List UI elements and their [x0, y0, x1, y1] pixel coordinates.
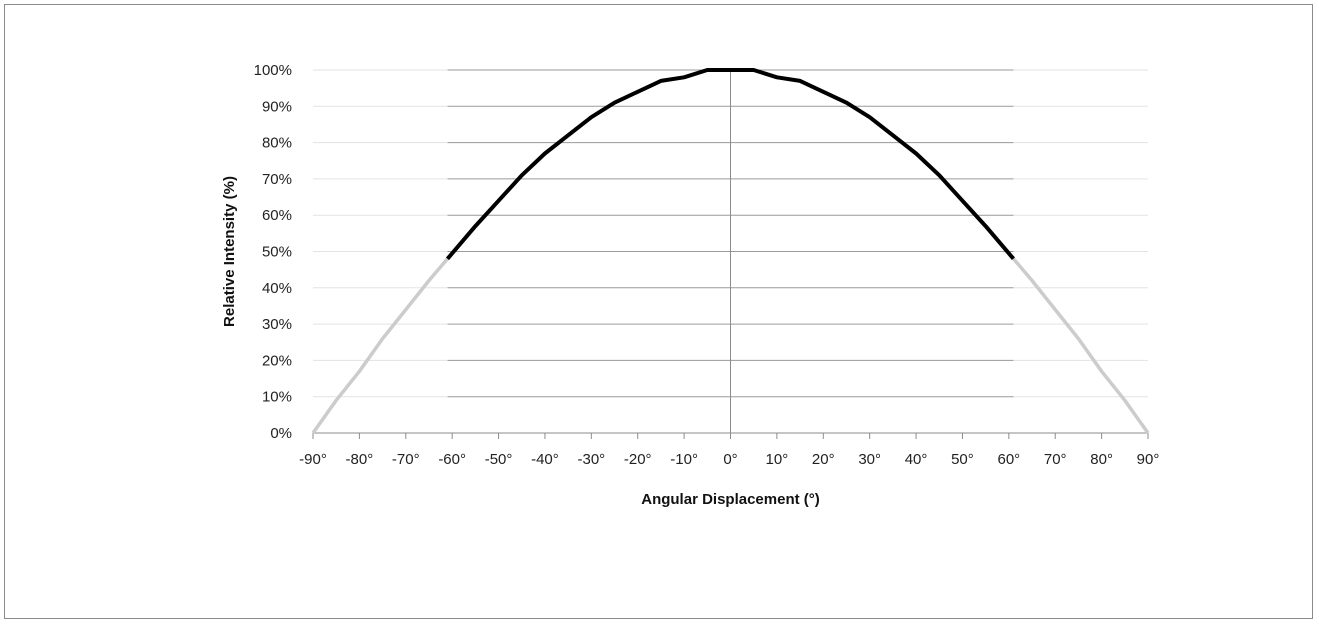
- x-tick-label: 40°: [905, 451, 928, 468]
- axis-layer: [312, 70, 1149, 439]
- x-tick-label: 80°: [1090, 451, 1113, 468]
- x-tick-label: -30°: [577, 451, 605, 468]
- x-tick-label: -90°: [299, 451, 327, 468]
- x-tick-label: 60°: [997, 451, 1020, 468]
- series-line-1: [311, 257, 449, 435]
- series-line-3: [1012, 257, 1150, 435]
- y-tick-label: 70%: [262, 171, 292, 188]
- x-tick-label: -20°: [624, 451, 652, 468]
- x-tick-label: -60°: [438, 451, 466, 468]
- y-axis-title: Relative Intensity (%): [221, 176, 238, 327]
- y-tick-label: 50%: [262, 244, 292, 261]
- x-tick-label: 70°: [1044, 451, 1067, 468]
- x-tick-label: 90°: [1137, 451, 1160, 468]
- y-tick-label: 20%: [262, 352, 292, 369]
- x-tick-label: -50°: [485, 451, 513, 468]
- x-axis-title: Angular Displacement (°): [641, 491, 820, 508]
- y-tick-label: 40%: [262, 280, 292, 297]
- y-tick-label: 30%: [262, 316, 292, 333]
- y-tick-label: 90%: [262, 98, 292, 115]
- y-tick-label: 60%: [262, 207, 292, 224]
- x-tick-label: -80°: [346, 451, 374, 468]
- label-layer: 0% 10% 20% 30% 40% 50% 60% 70% 80% 90% 100% -90° -80…: [254, 62, 1160, 468]
- x-tick-label: 30°: [858, 451, 881, 468]
- series-layer: [311, 68, 1150, 435]
- y-tick-label: 10%: [262, 389, 292, 406]
- x-tick-label: 20°: [812, 451, 835, 468]
- y-tick-label: 100%: [254, 62, 292, 79]
- x-tick-label: -70°: [392, 451, 420, 468]
- x-tick-label: 50°: [951, 451, 974, 468]
- x-tick-label: 0°: [723, 451, 737, 468]
- x-tick-label: 10°: [766, 451, 789, 468]
- series-line-2: [445, 68, 1016, 261]
- x-tick-label: -40°: [531, 451, 559, 468]
- y-tick-label: 80%: [262, 135, 292, 152]
- x-tick-label: -10°: [670, 451, 698, 468]
- y-tick-label: 0%: [270, 425, 292, 442]
